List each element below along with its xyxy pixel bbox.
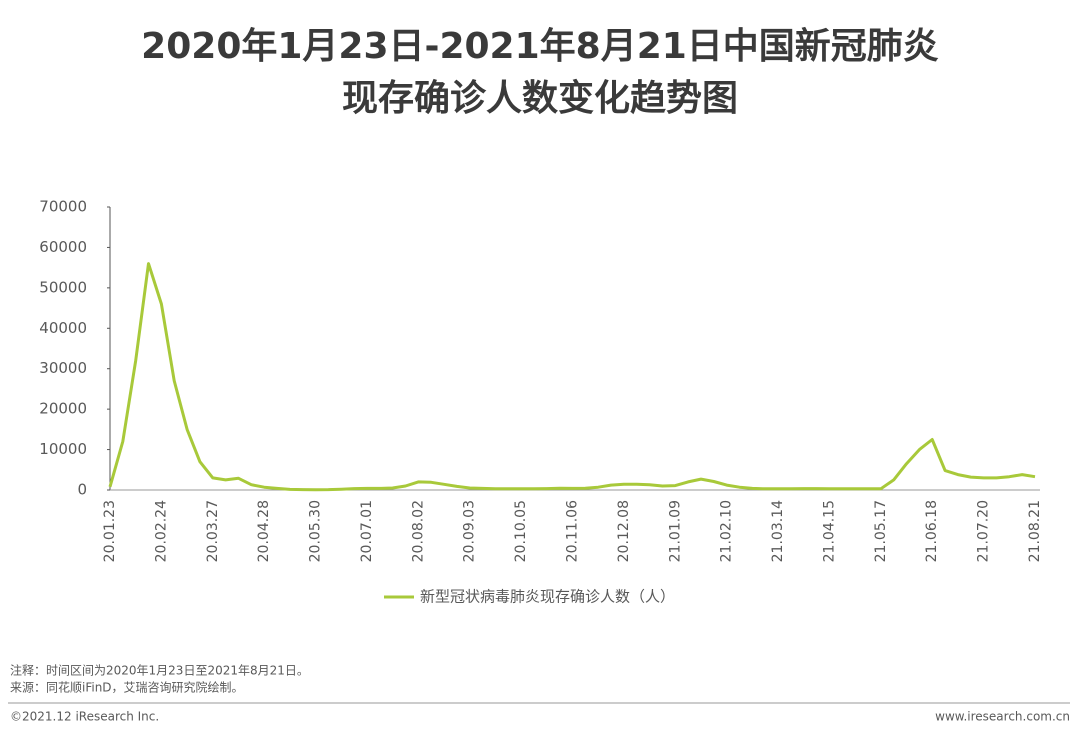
- note: 注释：时间区间为2020年1月23日至2021年8月21日。: [10, 663, 309, 678]
- y-tick-label: 70000: [39, 198, 87, 216]
- note: 来源：同花顺iFinD，艾瑞咨询研究院绘制。: [10, 680, 244, 695]
- chart-title: 2020年1月23日-2021年8月21日中国新冠肺炎: [141, 26, 939, 67]
- x-tick-label: 21.01.09: [667, 500, 683, 562]
- x-tick-label: 21.08.21: [1027, 500, 1043, 562]
- x-tick-label: 20.03.27: [205, 500, 221, 562]
- y-tick-label: 0: [77, 481, 87, 499]
- chart-subtitle: 现存确诊人数变化趋势图: [342, 77, 738, 119]
- y-tick-label: 40000: [39, 319, 87, 337]
- x-tick-label: 21.04.15: [821, 500, 837, 562]
- x-tick-label: 20.01.23: [102, 500, 118, 562]
- x-tick-label: 20.11.06: [565, 500, 581, 562]
- x-tick-label: 21.06.18: [924, 500, 940, 562]
- x-tick-label: 20.08.02: [410, 500, 426, 562]
- x-tick-label: 20.04.28: [256, 500, 272, 562]
- x-tick-label: 21.05.17: [873, 500, 889, 562]
- y-tick-label: 60000: [39, 238, 87, 256]
- x-tick-label: 20.02.24: [153, 500, 169, 562]
- y-tick-label: 50000: [39, 278, 87, 296]
- y-tick-label: 20000: [39, 400, 87, 418]
- x-tick-label: 21.02.10: [719, 500, 735, 562]
- x-tick-label: 20.09.03: [462, 500, 478, 562]
- x-tick-label: 20.12.08: [616, 500, 632, 562]
- series-line: [108, 262, 1036, 492]
- x-tick-label: 20.10.05: [513, 500, 529, 562]
- y-tick-label: 10000: [39, 440, 87, 458]
- footer-left: ©2021.12 iResearch Inc.: [10, 710, 159, 724]
- x-tick-label: 21.03.14: [770, 500, 786, 562]
- footer-right: www.iresearch.com.cn: [935, 710, 1070, 724]
- x-tick-label: 20.05.30: [308, 500, 324, 562]
- y-tick-label: 30000: [39, 359, 87, 377]
- x-tick-label: 20.07.01: [359, 500, 375, 562]
- legend-label: 新型冠状病毒肺炎现存确诊人数（人）: [420, 588, 675, 606]
- x-tick-label: 21.07.20: [976, 500, 992, 562]
